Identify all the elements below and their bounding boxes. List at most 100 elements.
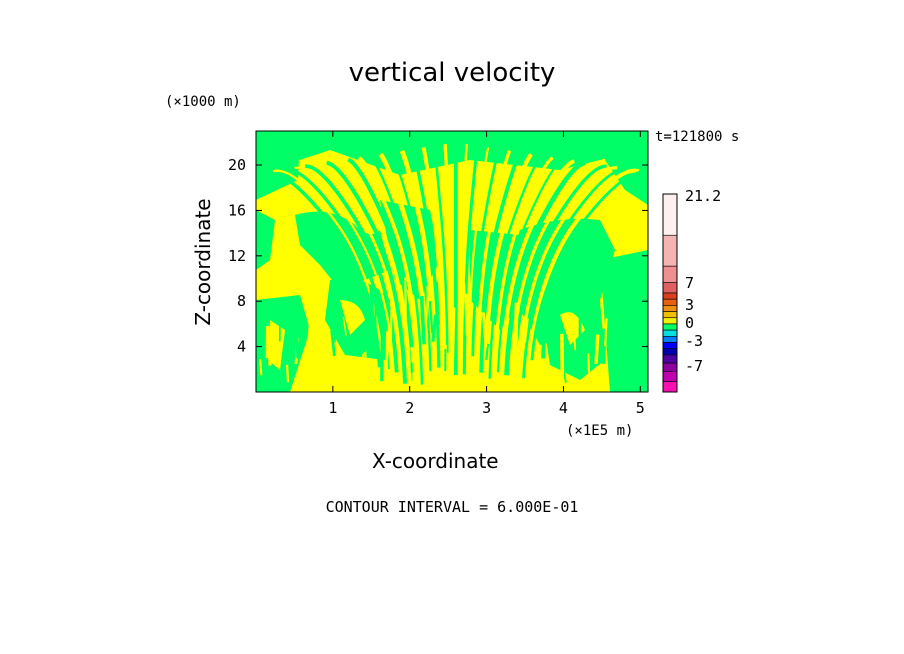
colorbar-swatch [662, 323, 678, 331]
colorbar-swatch [662, 336, 678, 343]
streak [360, 353, 365, 368]
striation [347, 157, 416, 382]
colorbar-swatch [662, 329, 678, 337]
colorbar-swatch [662, 362, 678, 372]
streak [571, 313, 577, 351]
striation [294, 166, 394, 357]
streak [307, 303, 313, 343]
streak [259, 359, 263, 376]
colorbar-swatch [662, 265, 678, 283]
green-region [295, 211, 390, 290]
striation [462, 145, 479, 375]
x-axis-label: X-coordinate [372, 449, 499, 473]
striation [411, 148, 441, 368]
streak [482, 312, 488, 348]
streak [285, 364, 290, 383]
streak [523, 318, 529, 342]
striation [483, 152, 533, 365]
striation [504, 160, 586, 376]
striation [421, 147, 446, 377]
streak [584, 271, 590, 325]
striation [357, 156, 420, 370]
streak [330, 330, 336, 357]
colorbar-frame [662, 193, 678, 393]
striation [522, 167, 629, 379]
colorbar-swatch [662, 371, 678, 382]
x-tick-label: 1 [328, 399, 337, 417]
colorbar-label: 7 [685, 274, 694, 292]
striation [500, 159, 576, 365]
y-tick-label: 12 [228, 247, 246, 265]
streak [428, 301, 434, 334]
striation [458, 143, 468, 361]
striation [283, 167, 390, 370]
streak [451, 307, 456, 362]
y-tick-label: 4 [237, 338, 246, 356]
colorbar-swatch [662, 342, 678, 349]
streak [327, 359, 331, 372]
striation [433, 145, 449, 353]
yellow-region [340, 300, 365, 335]
streak [601, 328, 607, 364]
y-tick-label: 8 [237, 292, 246, 310]
colorbar-swatch [662, 354, 678, 364]
colorbar-label: 21.2 [685, 187, 721, 205]
streak [419, 295, 426, 345]
striation [326, 160, 408, 384]
streak [449, 319, 455, 356]
streak [424, 288, 429, 347]
streak [362, 335, 368, 353]
x-tick-label: 4 [559, 399, 568, 417]
streak [350, 362, 356, 376]
colorbar-swatch [662, 305, 678, 312]
field-layer [256, 131, 648, 392]
y-tick-label: 20 [228, 156, 246, 174]
y-tick-label: 16 [228, 201, 246, 219]
striation [530, 170, 648, 361]
striation [513, 164, 607, 358]
green-region [600, 250, 648, 392]
striation [492, 156, 554, 384]
colorbar-swatch [662, 311, 678, 319]
striation [443, 143, 454, 379]
field-note: Alternating positive (yellow, ~0 to 0.6)… [0, 0, 1, 1]
colorbar-swatch [662, 298, 678, 306]
striation [368, 155, 424, 385]
x-axis-unit: (×1E5 m) [566, 423, 634, 439]
striation [488, 155, 543, 379]
streak [259, 330, 265, 371]
yellow-region [268, 320, 285, 370]
colorbar-swatch [662, 381, 678, 393]
streak [435, 281, 440, 325]
streak [590, 269, 597, 327]
striation [390, 151, 432, 372]
striation [497, 158, 565, 373]
time-label: t=121800 s [655, 129, 740, 145]
x-tick-label: 3 [482, 399, 491, 417]
striation [525, 168, 640, 382]
colorbar-swatch [662, 292, 678, 300]
streak [634, 311, 640, 355]
colorbar-swatch [662, 348, 678, 356]
colorbar-label: -7 [685, 357, 703, 375]
striation [475, 150, 512, 379]
streak [618, 351, 623, 377]
streak [268, 346, 273, 366]
streak [374, 290, 377, 331]
streak [342, 316, 347, 336]
streak [468, 282, 473, 325]
streak [404, 277, 407, 328]
colorbar-swatch [662, 193, 678, 236]
streak [604, 318, 608, 347]
green-region [256, 131, 640, 175]
streak [485, 343, 490, 361]
streak [587, 353, 591, 391]
colorbar-swatch [662, 234, 678, 267]
colorbar-swatch [662, 282, 678, 294]
green-region [256, 210, 275, 270]
striation [471, 148, 501, 357]
striation [272, 169, 386, 379]
striation [336, 159, 412, 379]
streak [432, 350, 437, 392]
plot-frame [255, 130, 649, 393]
